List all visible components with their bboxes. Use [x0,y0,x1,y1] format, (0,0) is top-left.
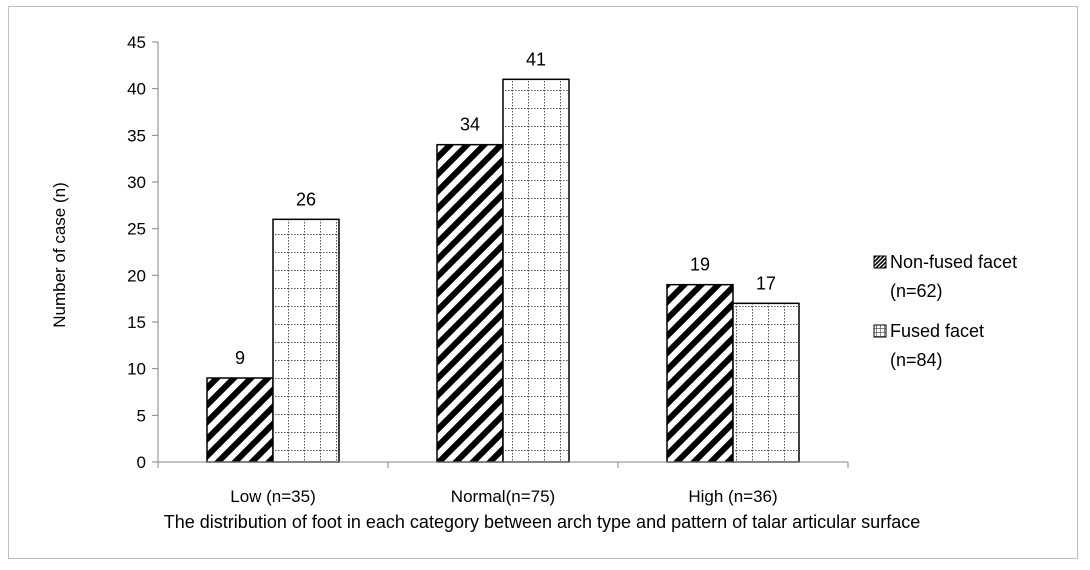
x-tick-label: Normal(n=75) [451,487,555,506]
legend-label: (n=62) [890,281,943,301]
y-tick-label: 15 [127,313,146,332]
bar [502,78,570,463]
y-tick-label: 30 [127,173,146,192]
x-tick-label: High (n=36) [688,487,777,506]
bars [206,78,800,463]
bar [272,218,340,463]
legend-swatch [873,324,887,338]
x-tick-label: Low (n=35) [230,487,316,506]
data-label: 41 [526,49,546,69]
y-tick-label: 45 [127,33,146,52]
bar [436,143,504,463]
x-axis-labels: Low (n=35) Normal(n=75) High (n=36) [230,487,777,506]
y-tick-label: 20 [127,266,146,285]
legend-label: Non-fused facet [890,252,1017,272]
data-label: 17 [756,273,776,293]
data-labels: 9 34 19 26 41 17 [235,49,776,368]
axes [157,42,849,468]
legend-swatch [873,255,887,269]
data-label: 26 [296,189,316,209]
legend: Non-fused facet (n=62) Fused facet (n=84) [873,252,1017,370]
y-tick-label: 5 [137,406,146,425]
bar [666,283,734,463]
y-axis-ticks: 0 5 10 15 20 25 30 35 40 45 [127,33,158,472]
data-label: 9 [235,348,245,368]
y-tick-label: 0 [137,453,146,472]
data-label: 34 [460,115,480,135]
legend-label: (n=84) [890,350,943,370]
y-axis-label: Number of case (n) [50,182,69,328]
bar [732,302,800,463]
chart-caption: The distribution of foot in each categor… [164,512,920,532]
data-label: 19 [690,255,710,275]
y-tick-label: 35 [127,126,146,145]
y-tick-label: 10 [127,360,146,379]
y-tick-label: 25 [127,220,146,239]
y-tick-label: 40 [127,80,146,99]
legend-label: Fused facet [890,321,984,341]
bar [206,377,274,463]
